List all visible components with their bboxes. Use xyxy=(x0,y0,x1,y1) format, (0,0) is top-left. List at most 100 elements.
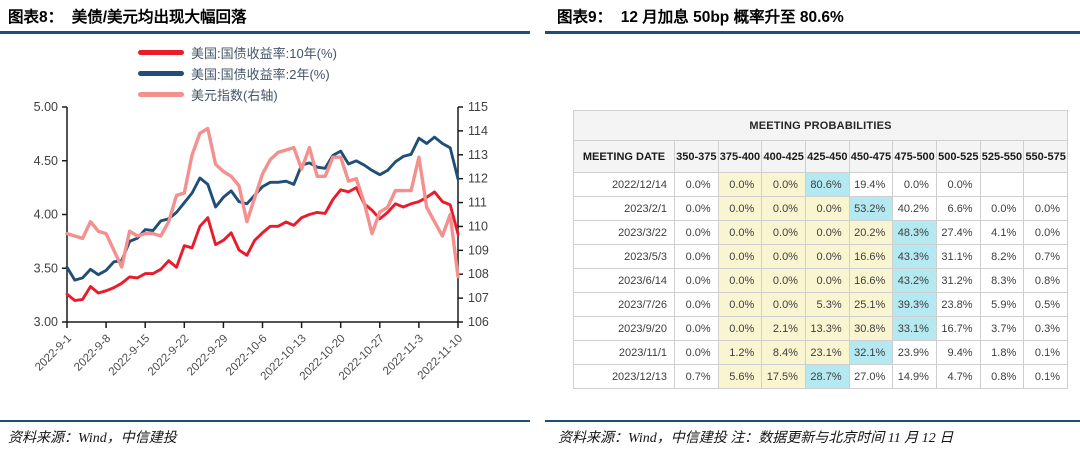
meeting-date-cell: 2023/6/14 xyxy=(573,268,675,293)
probability-cell: 0.0% xyxy=(674,220,719,245)
probability-cell: 8.2% xyxy=(979,244,1025,269)
column-header: 375-400 xyxy=(717,140,763,173)
probability-cell: 5.3% xyxy=(804,292,850,317)
figure-8-panel: 图表8： 美债/美元均出现大幅回落 5.00 4.50 4.00 3.50 3.00 11… xyxy=(0,9,530,446)
dual-axis-line-chart: 5.00 4.50 4.00 3.50 3.00 115 114 113 112 111 110 10… xyxy=(33,100,489,383)
probability-cell: 0.0% xyxy=(674,196,719,221)
table-row: 2023/12/13 0.7% 5.6% 17.5% 28.7% 27.0% 14.9% 4.… xyxy=(573,364,1068,389)
probability-cell: 0.0% xyxy=(979,196,1025,221)
probability-cell: 0.0% xyxy=(674,340,719,365)
probability-cell: 48.3% xyxy=(892,220,937,245)
probability-cell: 20.2% xyxy=(848,220,894,245)
probability-cell: 0.0% xyxy=(761,172,806,197)
probability-cell: 27.4% xyxy=(935,220,981,245)
probability-cell: 4.1% xyxy=(979,220,1025,245)
probability-cell: 32.1% xyxy=(848,340,894,365)
svg-text:115: 115 xyxy=(468,100,488,114)
probability-cell: 0.0% xyxy=(674,316,719,341)
probability-cell: 0.0% xyxy=(935,172,981,197)
probability-cell: 0.0% xyxy=(761,244,806,269)
probability-cell: 0.0% xyxy=(717,172,763,197)
table-row: 2023/5/3 0.0% 0.0% 0.0% 0.0% 16.6% 43.3% 31.1% 8… xyxy=(573,244,1068,269)
svg-text:2022-9-22: 2022-9-22 xyxy=(146,333,192,379)
svg-text:107: 107 xyxy=(468,291,489,305)
probability-cell xyxy=(979,172,1025,197)
table-title-row: MEETING PROBABILITIES xyxy=(573,110,1068,141)
probability-cell: 13.3% xyxy=(804,316,850,341)
probability-cell xyxy=(1023,172,1068,197)
legend-line-swatch xyxy=(138,92,184,97)
figure-9-title-rule xyxy=(545,31,1080,34)
probability-cell: 0.0% xyxy=(674,292,719,317)
svg-text:110: 110 xyxy=(468,219,488,233)
probability-cell: 0.0% xyxy=(761,196,806,221)
meeting-date-cell: 2022/12/14 xyxy=(573,172,675,197)
probability-cell: 16.7% xyxy=(935,316,981,341)
meeting-date-cell: 2023/7/26 xyxy=(573,292,675,317)
probability-cell: 0.0% xyxy=(804,268,850,293)
svg-text:3.00: 3.00 xyxy=(34,315,58,329)
svg-text:114: 114 xyxy=(468,124,488,138)
svg-text:113: 113 xyxy=(468,148,488,162)
svg-text:3.50: 3.50 xyxy=(34,261,58,275)
meeting-date-cell: 2023/2/1 xyxy=(573,196,675,221)
probability-cell: 0.0% xyxy=(804,244,850,269)
probability-cell: 2.1% xyxy=(761,316,806,341)
meeting-date-cell: 2023/5/3 xyxy=(573,244,675,269)
column-header: 475-500 xyxy=(892,140,937,173)
table-row: 2023/3/22 0.0% 0.0% 0.0% 0.0% 20.2% 48.3% 27.4%… xyxy=(573,220,1068,245)
probability-cell: 80.6% xyxy=(804,172,850,197)
svg-text:111: 111 xyxy=(468,196,487,210)
svg-text:112: 112 xyxy=(468,172,488,186)
column-header: 350-375 xyxy=(674,140,719,173)
svg-text:109: 109 xyxy=(468,243,489,257)
probability-cell: 0.5% xyxy=(1023,292,1068,317)
probability-cell: 28.7% xyxy=(804,364,850,389)
svg-text:2022-9-29: 2022-9-29 xyxy=(185,333,231,379)
column-header: 525-550 xyxy=(979,140,1025,173)
probability-cell: 53.2% xyxy=(848,196,894,221)
figure-9-panel: 图表9： 12 月加息 50bp 概率升至 80.6% MEETING PROB… xyxy=(540,0,1080,463)
probability-cell: 16.6% xyxy=(848,268,894,293)
probability-cell: 30.8% xyxy=(848,316,894,341)
probability-cell: 0.8% xyxy=(979,364,1025,389)
probability-cell: 0.7% xyxy=(674,364,719,389)
table-title: MEETING PROBABILITIES xyxy=(573,110,1068,141)
probability-cell: 0.8% xyxy=(1023,268,1068,293)
probability-cell: 0.3% xyxy=(1023,316,1068,341)
column-header: 400-425 xyxy=(761,140,806,173)
legend-label: 美元指数(右轴) xyxy=(191,88,278,103)
column-header: 425-450 xyxy=(804,140,850,173)
probability-cell: 3.7% xyxy=(979,316,1025,341)
probability-cell: 0.0% xyxy=(674,268,719,293)
probability-cell: 8.3% xyxy=(979,268,1025,293)
probability-cell: 9.4% xyxy=(935,340,981,365)
probability-cell: 14.9% xyxy=(892,364,937,389)
table-header-row: MEETING DATE 350-375 375-400 400-425 425-450… xyxy=(573,140,1068,173)
probability-cell: 0.0% xyxy=(717,292,763,317)
figure-8-source: 资料来源：Wind，中信建投 xyxy=(8,431,177,446)
probability-cell: 43.2% xyxy=(892,268,937,293)
meeting-probabilities-table-wrap: MEETING PROBABILITIES MEETING DATE 350-375… xyxy=(573,110,1068,389)
svg-text:106: 106 xyxy=(468,315,489,329)
probability-cell: 31.2% xyxy=(935,268,981,293)
svg-text:2022-9-8: 2022-9-8 xyxy=(72,333,113,374)
column-header: 500-525 xyxy=(935,140,981,173)
figure-8-title: 图表8： 美债/美元均出现大幅回落 xyxy=(8,9,247,26)
probability-cell: 25.1% xyxy=(848,292,894,317)
probability-cell: 5.6% xyxy=(717,364,763,389)
meeting-date-cell: 2023/9/20 xyxy=(573,316,675,341)
probability-cell: 4.7% xyxy=(935,364,981,389)
svg-text:4.50: 4.50 xyxy=(34,154,58,168)
probability-cell: 0.1% xyxy=(1023,364,1068,389)
legend-line-swatch xyxy=(138,71,184,76)
probability-cell: 23.8% xyxy=(935,292,981,317)
probability-cell: 16.6% xyxy=(848,244,894,269)
table-row: 2023/11/1 0.0% 1.2% 8.4% 23.1% 32.1% 23.9% 9.4%… xyxy=(573,340,1068,365)
table-row: 2022/12/14 0.0% 0.0% 0.0% 80.6% 19.4% 0.0% 0.0% xyxy=(573,172,1068,197)
probability-cell: 0.0% xyxy=(717,316,763,341)
legend-item: 美国:国债收益率:10年(%) xyxy=(138,42,337,63)
probability-cell: 1.8% xyxy=(979,340,1025,365)
legend-item: 美国:国债收益率:2年(%) xyxy=(138,63,337,84)
